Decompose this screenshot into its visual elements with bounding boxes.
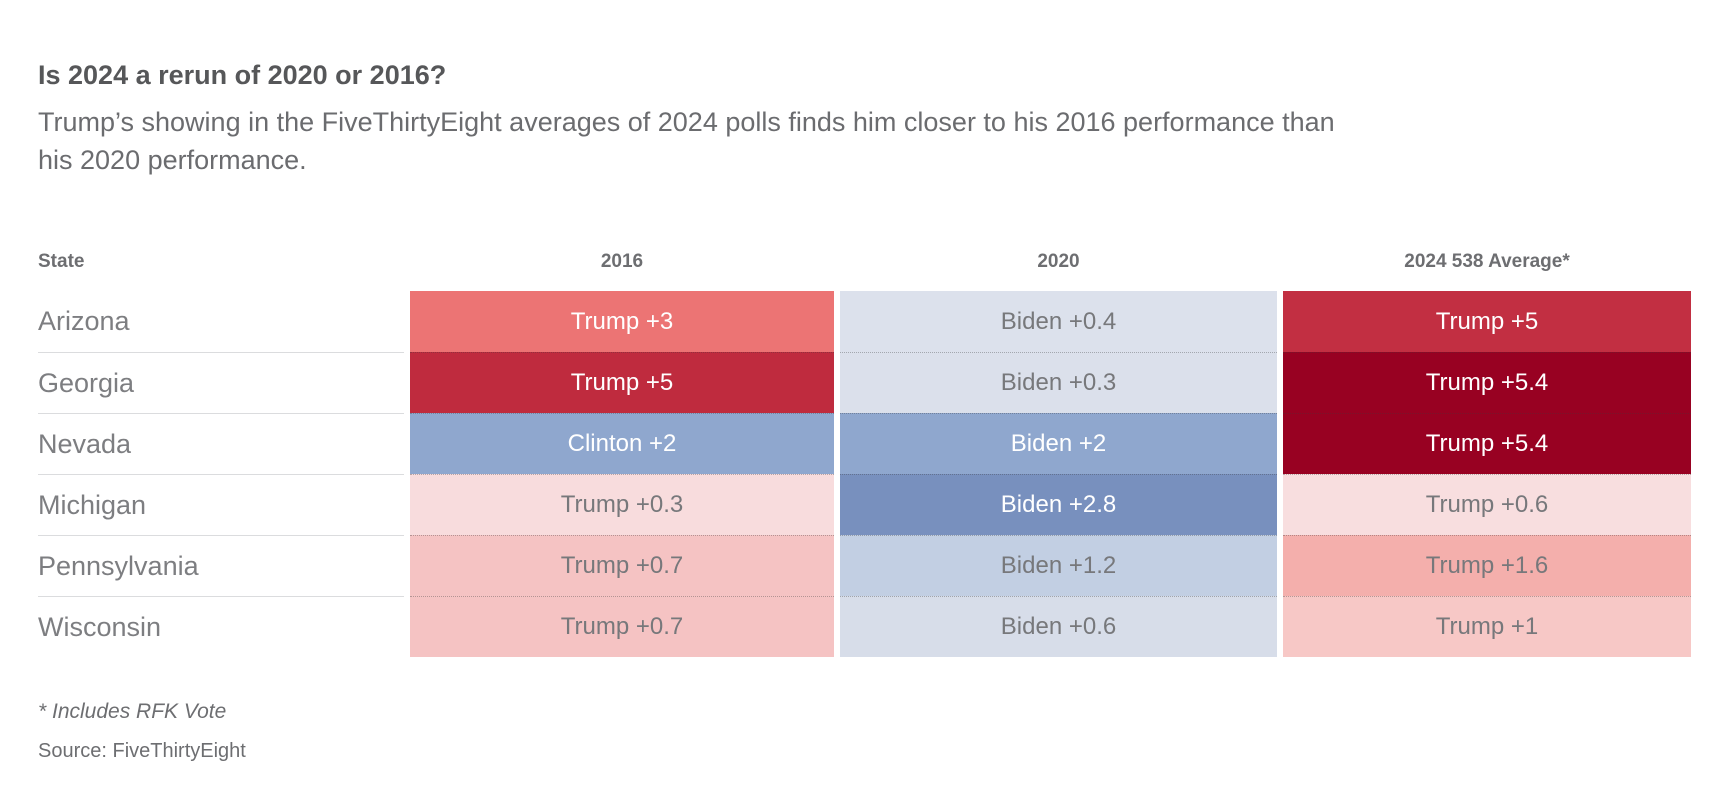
state-label: Arizona [38, 291, 404, 352]
margin-cell-2020: Biden +2 [840, 413, 1277, 474]
table-body: Arizona Trump +3 Biden +0.4 Trump +5 Georgia… [38, 291, 1691, 657]
table-header-row: State 2016 2020 2024 538 Average* [38, 251, 1691, 291]
margin-cell-2024-538-average: Trump +5.4 [1283, 413, 1691, 474]
state-label: Georgia [38, 352, 404, 413]
column-header-2024-538-average: 2024 538 Average* [1404, 251, 1570, 272]
margin-cell-2024-538-average: Trump +1.6 [1283, 535, 1691, 596]
margin-cell-2016: Trump +0.3 [410, 474, 834, 535]
state-label: Pennsylvania [38, 535, 404, 596]
poll-comparison-page: Is 2024 a rerun of 2020 or 2016? Trump’s… [38, 60, 1691, 762]
margin-cell-2020: Biden +0.6 [840, 596, 1277, 657]
state-label: Nevada [38, 413, 404, 474]
state-label: Wisconsin [38, 596, 404, 657]
state-label: Michigan [38, 474, 404, 535]
column-header-2020: 2020 [1037, 251, 1080, 272]
margin-cell-2020: Biden +1.2 [840, 535, 1277, 596]
margin-cell-2016: Clinton +2 [410, 413, 834, 474]
column-header-state: State [38, 251, 85, 272]
margin-cell-2016: Trump +0.7 [410, 535, 834, 596]
margin-cell-2016: Trump +0.7 [410, 596, 834, 657]
table-row: Michigan Trump +0.3 Biden +2.8 Trump +0.6 [38, 474, 1691, 535]
margin-cell-2016: Trump +3 [410, 291, 834, 352]
source-line: Source: FiveThirtyEight [38, 740, 246, 762]
table-row: Arizona Trump +3 Biden +0.4 Trump +5 [38, 291, 1691, 352]
margin-cell-2024-538-average: Trump +1 [1283, 596, 1691, 657]
footnote: * Includes RFK Vote [38, 700, 227, 723]
subtitle-line-2: his 2020 performance. [38, 145, 307, 175]
table-row: Pennsylvania Trump +0.7 Biden +1.2 Trump +1… [38, 535, 1691, 596]
table-row: Georgia Trump +5 Biden +0.3 Trump +5.4 [38, 352, 1691, 413]
margin-cell-2016: Trump +5 [410, 352, 834, 413]
margin-cell-2024-538-average: Trump +0.6 [1283, 474, 1691, 535]
margin-cell-2024-538-average: Trump +5.4 [1283, 352, 1691, 413]
margin-cell-2020: Biden +0.3 [840, 352, 1277, 413]
table-row: Nevada Clinton +2 Biden +2 Trump +5.4 [38, 413, 1691, 474]
subtitle-line-1: Trump’s showing in the FiveThirtyEight a… [38, 107, 1335, 137]
page-title: Is 2024 a rerun of 2020 or 2016? [38, 60, 447, 90]
margin-cell-2020: Biden +2.8 [840, 474, 1277, 535]
table-row: Wisconsin Trump +0.7 Biden +0.6 Trump +1 [38, 596, 1691, 657]
page-subtitle: Trump’s showing in the FiveThirtyEight a… [38, 103, 1548, 179]
column-header-2016: 2016 [600, 251, 644, 272]
margin-cell-2024-538-average: Trump +5 [1283, 291, 1691, 352]
margin-cell-2020: Biden +0.4 [840, 291, 1277, 352]
poll-results-table: State 2016 2020 2024 538 Average* Arizon… [38, 251, 1691, 657]
